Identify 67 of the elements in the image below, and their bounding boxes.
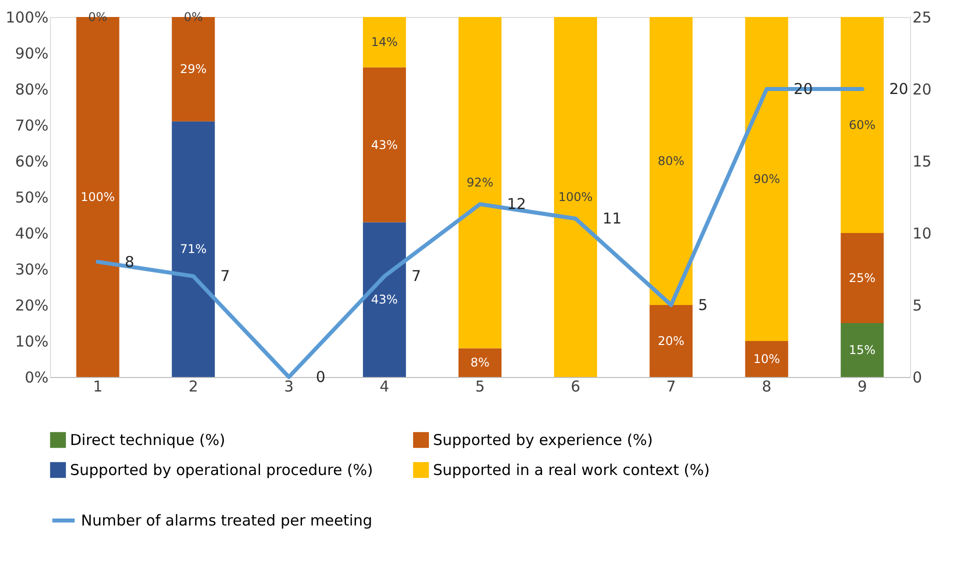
x-tick-label: 1 bbox=[93, 378, 103, 396]
y-tick-label: 100% bbox=[6, 8, 48, 26]
data-label: 100% bbox=[80, 190, 115, 204]
data-label: 20 bbox=[889, 80, 908, 98]
y-tick-label: 30% bbox=[15, 260, 48, 278]
data-label: 15% bbox=[848, 343, 876, 357]
data-label: 90% bbox=[753, 172, 780, 186]
x-tick-label: 7 bbox=[666, 378, 676, 396]
bar bbox=[172, 121, 215, 377]
legend-label: Number of alarms treated per meeting bbox=[81, 512, 372, 530]
bar bbox=[650, 17, 693, 305]
y-tick-label: 0% bbox=[24, 368, 48, 386]
data-label: 7 bbox=[220, 267, 230, 286]
legend-label: Supported by experience (%) bbox=[433, 431, 653, 449]
data-label: 60% bbox=[848, 118, 876, 132]
data-label: 80% bbox=[658, 154, 684, 168]
data-label: 20% bbox=[658, 334, 684, 348]
bar bbox=[554, 17, 598, 377]
data-label: 92% bbox=[466, 176, 494, 190]
y-tick-label: 60% bbox=[15, 152, 48, 170]
data-label: 7 bbox=[411, 267, 421, 286]
bar bbox=[745, 341, 788, 377]
bar bbox=[840, 233, 884, 323]
x-tick-label: 9 bbox=[857, 378, 867, 396]
legend-label: Supported by operational procedure (%) bbox=[70, 461, 373, 479]
data-label: 43% bbox=[371, 292, 398, 307]
data-label: 8% bbox=[470, 356, 490, 370]
data-label: 25% bbox=[848, 271, 876, 285]
data-label: 100% bbox=[558, 190, 593, 204]
x-tick-label: 5 bbox=[475, 378, 485, 396]
x-tick-label: 3 bbox=[284, 378, 294, 396]
y2-tick-label: 15 bbox=[912, 152, 932, 170]
y2-tick-label: 25 bbox=[912, 8, 932, 26]
y-tick-label: 70% bbox=[15, 116, 48, 134]
data-label: 43% bbox=[371, 138, 398, 152]
y2-tick-label: 20 bbox=[912, 80, 932, 98]
bar bbox=[362, 222, 406, 377]
x-tick-label: 4 bbox=[380, 378, 390, 396]
data-label: 11 bbox=[602, 210, 622, 228]
y-tick-label: 10% bbox=[15, 332, 48, 350]
y2-tick-label: 10 bbox=[912, 224, 932, 242]
data-label: 10% bbox=[753, 352, 780, 366]
bar bbox=[840, 323, 884, 377]
x-tick-label: 2 bbox=[188, 378, 198, 396]
bar bbox=[650, 305, 693, 377]
y-tick-label: 50% bbox=[15, 188, 48, 206]
data-label: 71% bbox=[180, 242, 207, 256]
y2-tick-label: 5 bbox=[912, 296, 922, 314]
bar bbox=[458, 17, 502, 348]
x-tick-label: 6 bbox=[570, 378, 580, 396]
y-tick-label: 90% bbox=[15, 44, 48, 62]
data-label: 14% bbox=[371, 35, 398, 50]
bar bbox=[458, 348, 502, 377]
legend-label: Direct technique (%) bbox=[70, 431, 226, 449]
x-tick-label: 8 bbox=[762, 378, 772, 396]
y-tick-label: 20% bbox=[15, 296, 48, 314]
y-tick-label: 80% bbox=[15, 80, 48, 98]
y2-tick-label: 0 bbox=[912, 368, 922, 386]
bar bbox=[362, 17, 406, 68]
data-label: 0 bbox=[316, 368, 326, 386]
y-tick-label: 40% bbox=[15, 224, 48, 242]
data-label: 29% bbox=[180, 62, 207, 76]
legend-label: Supported in a real work context (%) bbox=[433, 461, 710, 479]
data-label: 5 bbox=[698, 296, 708, 314]
bar bbox=[840, 17, 884, 233]
bar bbox=[362, 67, 406, 222]
bar bbox=[745, 17, 788, 341]
